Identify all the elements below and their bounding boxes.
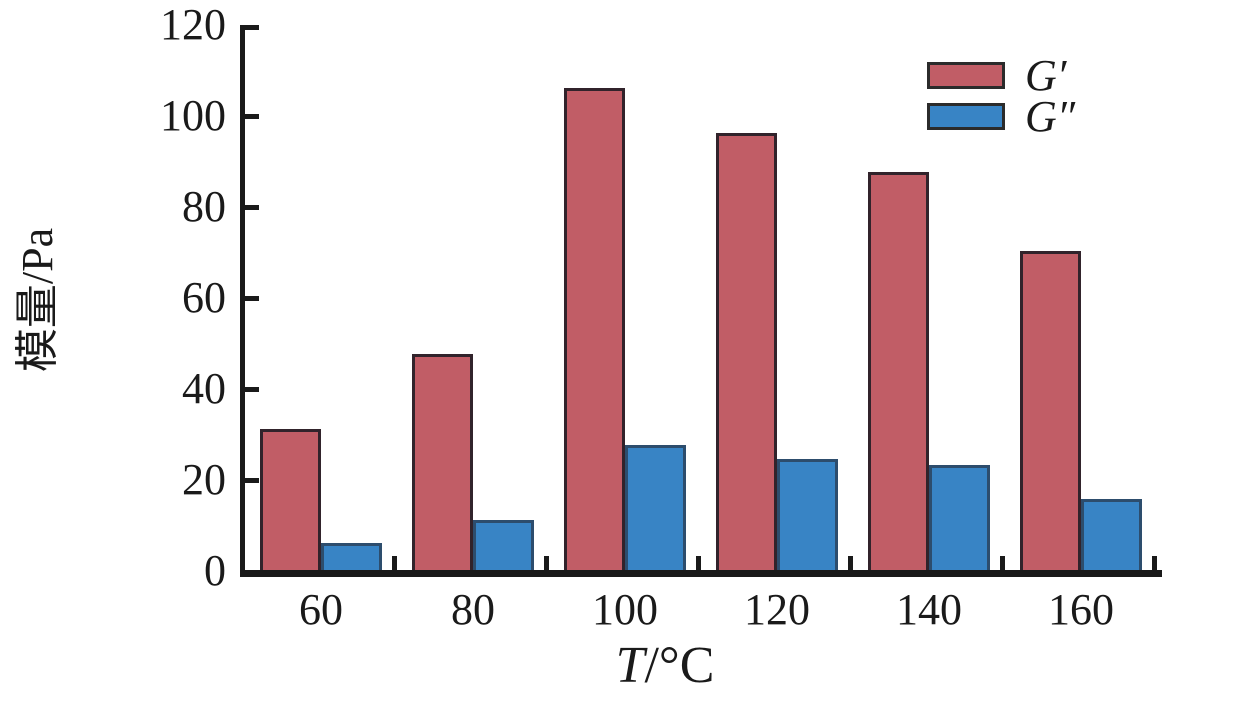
x-tick-label-140: 140 [896,585,962,634]
legend-swatch-g-prime [927,62,1005,89]
bar-g-prime-60 [260,429,321,570]
x-tick-label-100: 100 [592,585,658,634]
x-tick-label-160: 160 [1048,585,1114,634]
bar-g-double-prime-160 [1081,499,1142,570]
y-tick-label-40: 40 [182,364,226,413]
y-tick-label-20: 20 [182,455,226,504]
y-axis-tick-60 [245,296,259,301]
bar-g-double-prime-120 [777,459,838,570]
x-axis-title-variable: T [615,637,645,694]
x-axis-tick-4 [848,556,853,570]
x-tick-label-120: 120 [744,585,810,634]
y-tick-label-80: 80 [182,182,226,231]
y-axis-tick-20 [245,478,259,483]
legend-item-g-prime: G′ [927,53,1075,97]
plot-area [240,25,1162,577]
bar-g-prime-160 [1020,251,1081,570]
legend-swatch-g-double-prime [927,103,1005,130]
y-tick-label-120: 120 [160,0,226,49]
bar-g-prime-80 [412,354,473,570]
x-tick-label-60: 60 [299,585,343,634]
y-axis-tick-80 [245,205,259,210]
bar-g-prime-100 [564,88,625,570]
y-tick-label-0: 0 [204,546,226,595]
y-tick-label-100: 100 [160,91,226,140]
legend: G′ G″ [927,53,1075,143]
legend-label-g-double-prime: G″ [1025,91,1076,141]
x-tick-label-80: 80 [451,585,495,634]
legend-item-g-double-prime: G″ [927,94,1075,138]
bar-g-prime-120 [716,133,777,570]
x-axis-tick-6 [1152,556,1157,570]
legend-label-g-prime: G′ [1025,50,1067,100]
x-axis-tick-1 [392,556,397,570]
y-axis-tick-120 [245,25,259,30]
bar-g-double-prime-100 [625,445,686,570]
x-axis-tick-3 [696,556,701,570]
x-axis-title-unit: /°C [644,637,715,694]
x-axis-tick-5 [1000,556,1005,570]
bar-g-prime-140 [868,172,929,570]
y-axis-tick-40 [245,387,259,392]
x-axis-title: T/°C [245,636,1085,696]
bar-g-double-prime-60 [321,543,382,570]
x-axis-tick-2 [544,556,549,570]
bar-g-double-prime-80 [473,520,534,570]
y-tick-label-60: 60 [182,273,226,322]
bar-g-double-prime-140 [929,465,990,570]
y-axis-tick-100 [245,114,259,119]
